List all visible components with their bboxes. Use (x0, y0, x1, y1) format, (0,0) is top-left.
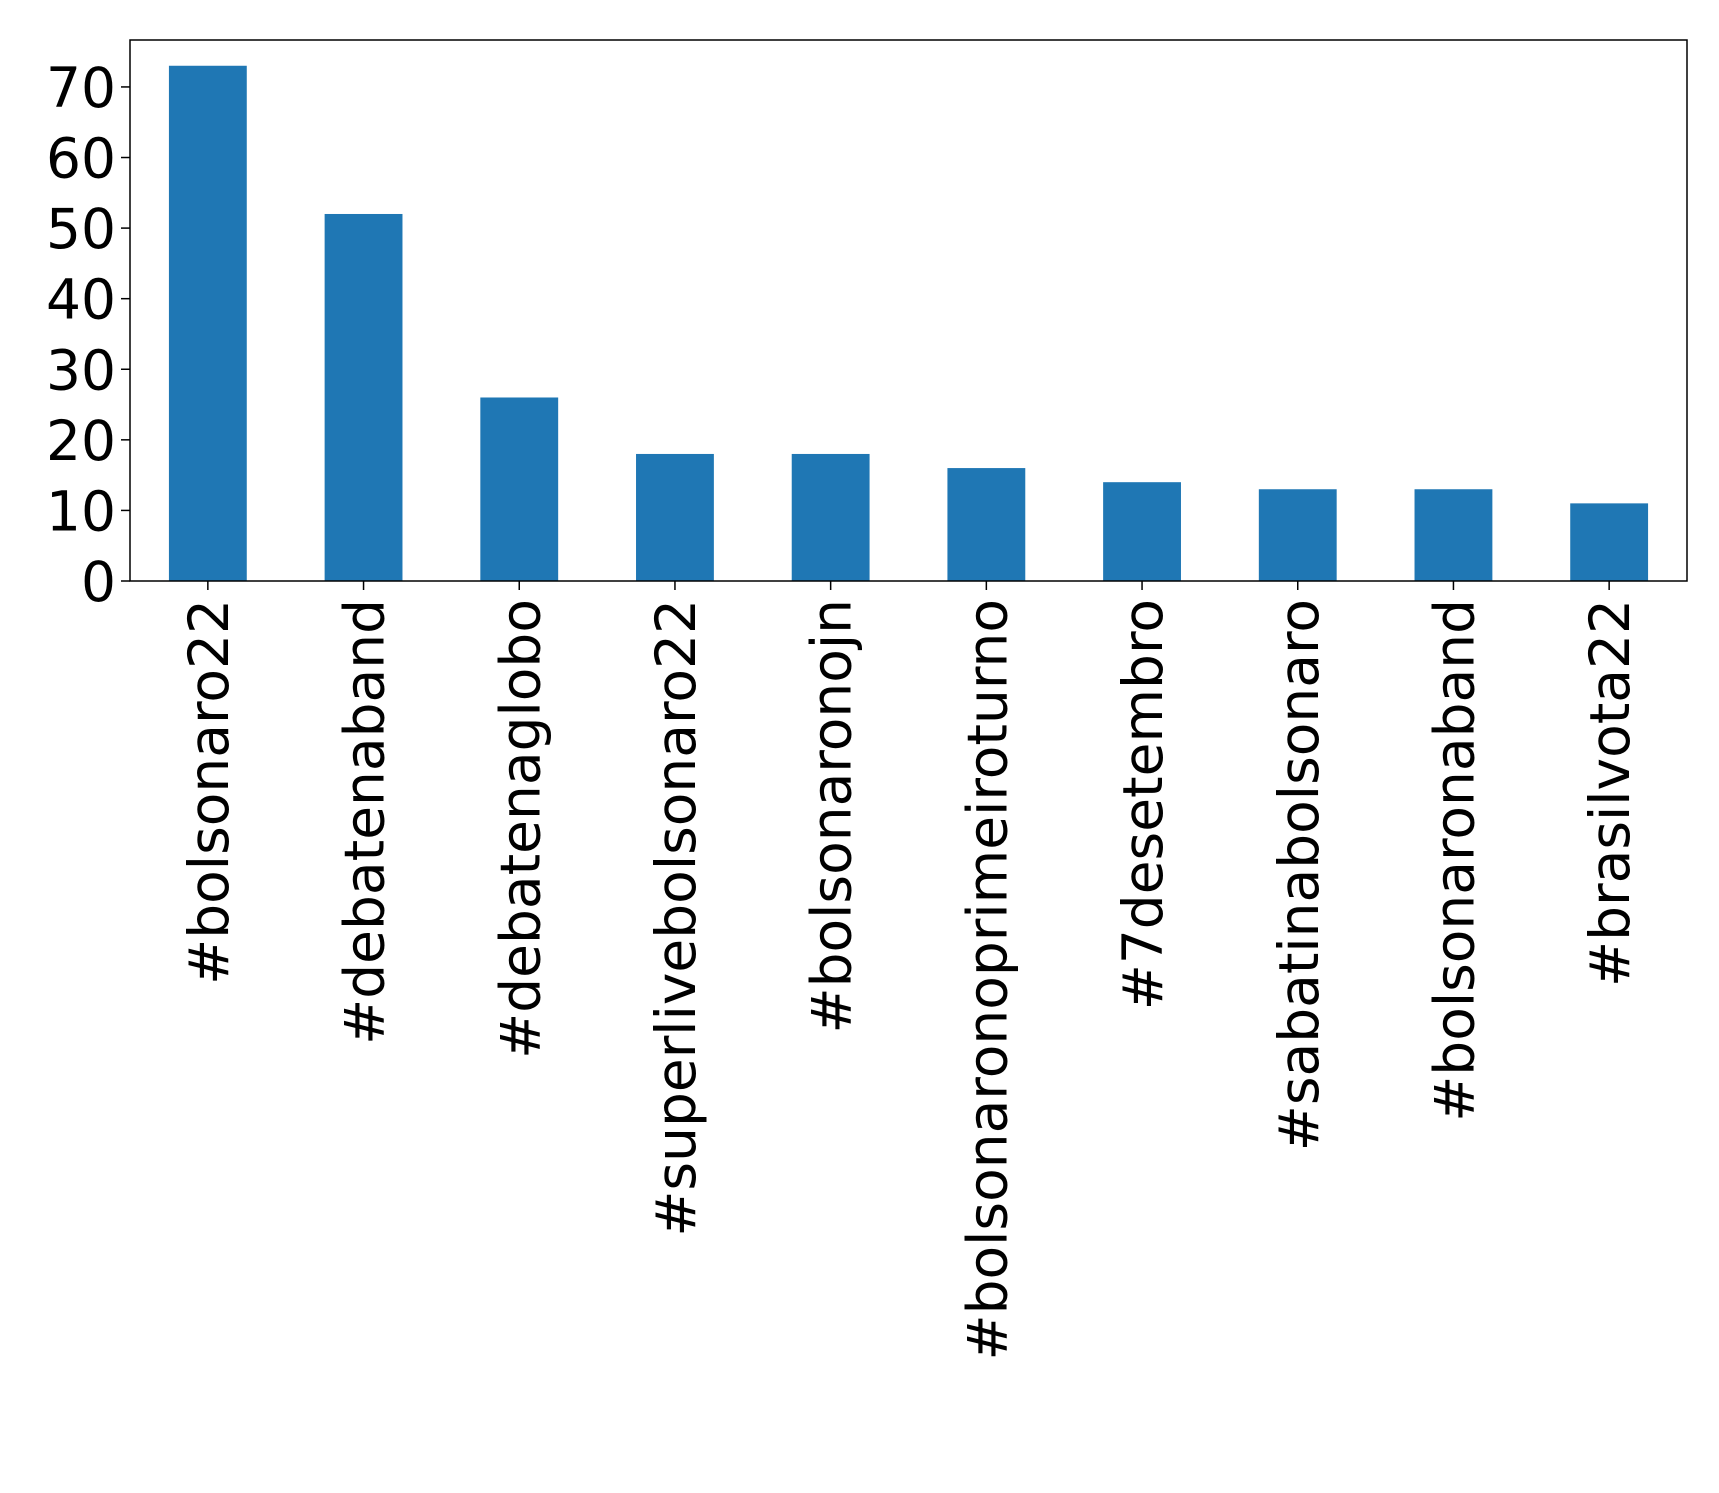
x-tick-label: #bolsonaro22 (177, 599, 241, 985)
x-tick-label: #sabatinabolsonaro (1267, 599, 1331, 1151)
bar (1570, 503, 1649, 581)
bar (1414, 489, 1493, 581)
y-tick-label: 60 (46, 127, 116, 191)
bar (168, 65, 247, 581)
y-tick-label: 40 (46, 268, 116, 332)
bar (791, 453, 870, 581)
x-tick-label: #7desetembro (1111, 599, 1175, 1010)
bar (324, 213, 403, 581)
bar (480, 397, 559, 581)
x-tick-label: #brasilvota22 (1578, 599, 1642, 987)
y-tick-label: 20 (46, 409, 116, 473)
bar (1103, 482, 1181, 581)
x-tick-label: #bolsonaronoprimeiroturno (955, 599, 1019, 1361)
y-tick-label: 70 (46, 56, 116, 120)
bar (636, 453, 714, 581)
x-tick-label: #debatenaglobo (488, 599, 552, 1059)
y-tick-label: 30 (46, 338, 116, 402)
y-tick-label: 10 (46, 479, 116, 543)
plot-frame (129, 39, 1688, 582)
x-tick-label: #superlivebolsonaro22 (644, 599, 708, 1237)
y-tick-label: 0 (81, 550, 116, 614)
y-tick-label: 50 (46, 197, 116, 261)
x-tick-label: #bolsonaronaband (1422, 599, 1486, 1122)
bar (1258, 489, 1337, 581)
x-tick-label: #debatenaband (333, 599, 397, 1045)
x-tick-label: #bolsonaronojn (800, 599, 864, 1034)
bar (947, 468, 1026, 581)
